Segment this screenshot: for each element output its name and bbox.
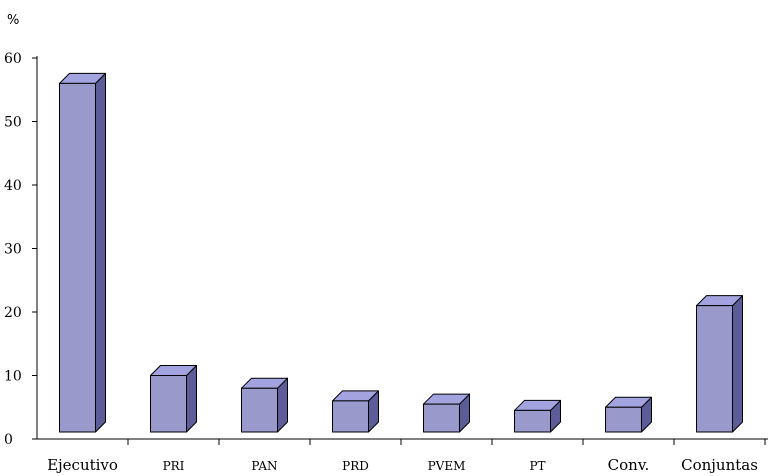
bar-face	[332, 400, 369, 433]
bar-face	[59, 82, 96, 433]
bar-face	[514, 409, 551, 433]
bar-face	[241, 387, 278, 433]
x-tick-label: Ejecutivo	[47, 456, 118, 474]
axes	[36, 56, 768, 440]
bar-face	[605, 406, 642, 433]
y-tick-label: 50	[4, 115, 22, 131]
x-tick-label: PRD	[342, 459, 369, 473]
y-tick-label: 0	[4, 432, 13, 448]
y-tick-label: 30	[4, 242, 22, 258]
x-tick-label: PRI	[163, 459, 185, 473]
bar-side	[732, 295, 743, 433]
bar	[59, 72, 106, 433]
x-tick-label: PAN	[251, 459, 277, 473]
x-tick-label: Conjuntas	[681, 456, 758, 474]
bar	[150, 365, 197, 433]
bar-face	[150, 375, 187, 433]
y-unit-label: %	[7, 13, 19, 28]
bar	[514, 399, 561, 433]
bar	[423, 393, 470, 433]
y-tick-label: 20	[4, 305, 22, 321]
y-tick-label: 10	[4, 369, 22, 385]
bar-face	[696, 305, 733, 433]
bar	[241, 377, 288, 433]
y-axis-ticks: 0 10 20 30 40 50 60	[4, 51, 37, 448]
bar	[605, 396, 652, 433]
y-tick-label: 40	[4, 178, 22, 194]
y-tick-label: 60	[4, 51, 22, 67]
bars	[59, 72, 743, 433]
x-axis-ticks: Ejecutivo PRI PAN PRD PVEM PT Conv. Conjuntas	[47, 439, 766, 474]
bar-side	[186, 365, 197, 433]
bar	[696, 295, 743, 433]
bar-side	[95, 72, 106, 433]
x-tick-label: Conv.	[608, 456, 650, 474]
x-tick-label: PVEM	[428, 459, 466, 473]
bar	[332, 390, 379, 433]
x-tick-label: PT	[529, 459, 545, 473]
bar-face	[423, 403, 460, 433]
